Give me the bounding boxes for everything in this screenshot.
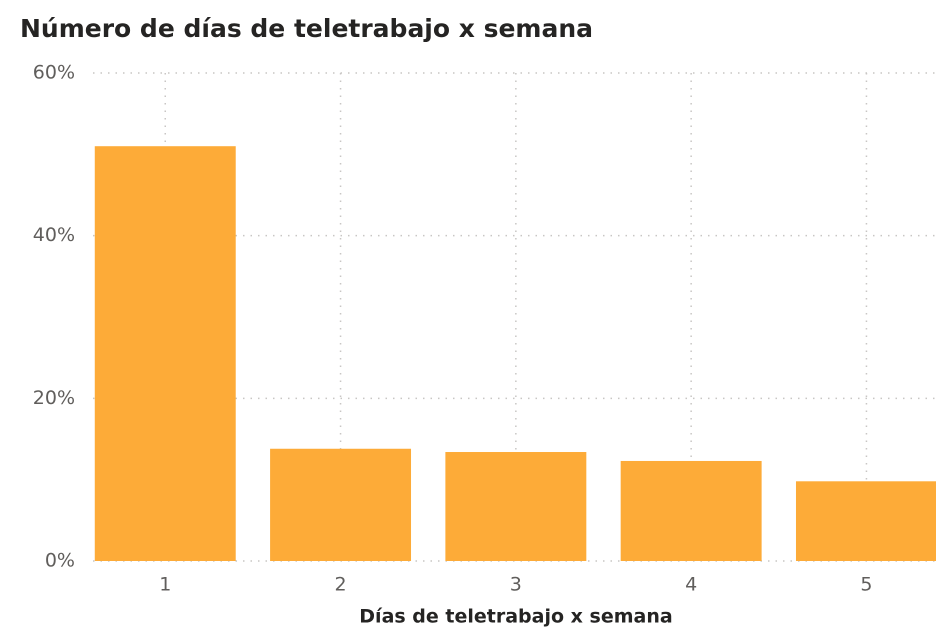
x-tick-label: 2 xyxy=(335,574,347,596)
y-tick-label: 20% xyxy=(33,387,75,409)
bar xyxy=(94,146,236,561)
x-tick-label: 4 xyxy=(685,574,697,596)
bar xyxy=(620,460,762,561)
x-tick-label: 5 xyxy=(860,574,872,596)
y-tick-label: 0% xyxy=(45,550,75,572)
x-axis-title: Días de teletrabajo x semana xyxy=(359,606,672,628)
bar xyxy=(445,452,587,561)
y-tick-label: 40% xyxy=(33,224,75,246)
bar xyxy=(795,481,936,561)
bar xyxy=(270,448,412,561)
y-tick-label: 60% xyxy=(33,62,75,84)
chart-title: Número de días de teletrabajo x semana xyxy=(20,14,593,43)
x-tick-label: 1 xyxy=(159,574,171,596)
x-tick-label: 3 xyxy=(510,574,522,596)
